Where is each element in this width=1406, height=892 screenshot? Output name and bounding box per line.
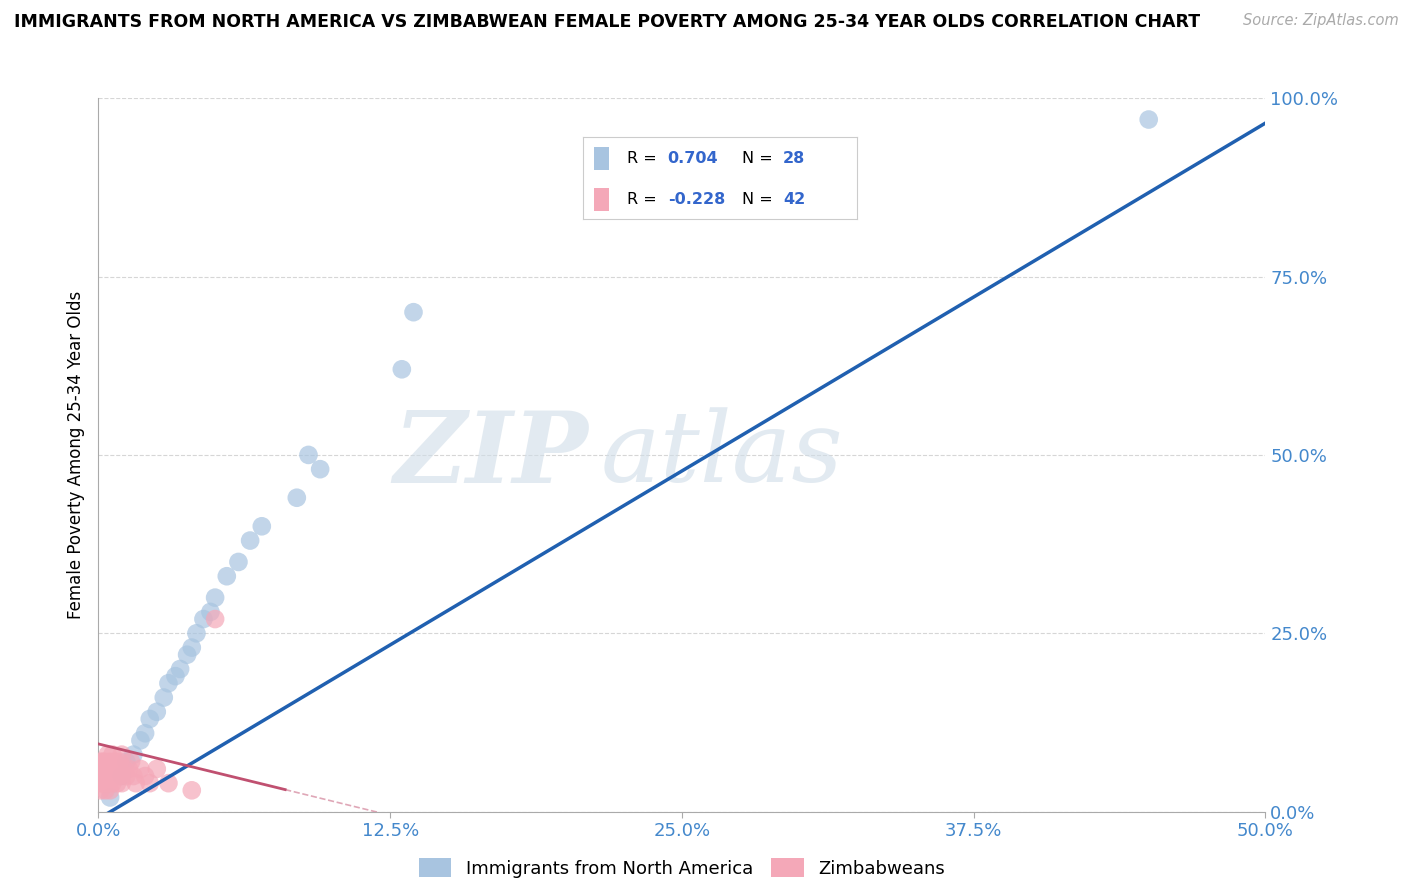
Point xyxy=(97,747,120,762)
Point xyxy=(94,783,117,797)
Point xyxy=(98,769,121,783)
Text: 42: 42 xyxy=(783,193,806,207)
Point xyxy=(101,747,124,762)
Point xyxy=(139,712,162,726)
Text: Source: ZipAtlas.com: Source: ZipAtlas.com xyxy=(1243,13,1399,29)
Point xyxy=(120,755,142,769)
Text: 28: 28 xyxy=(783,152,806,166)
Point xyxy=(239,533,262,548)
Point xyxy=(169,662,191,676)
Point xyxy=(90,776,112,790)
Point xyxy=(94,755,117,769)
Point xyxy=(215,569,238,583)
Text: N =: N = xyxy=(742,193,778,207)
Point xyxy=(228,555,250,569)
Point xyxy=(180,640,202,655)
Point xyxy=(309,462,332,476)
Text: 0.704: 0.704 xyxy=(668,152,718,166)
Point xyxy=(97,762,120,776)
Point xyxy=(104,769,127,783)
Point xyxy=(204,591,226,605)
Point xyxy=(91,762,114,776)
Point xyxy=(204,612,226,626)
Bar xyxy=(593,188,609,211)
Text: R =: R = xyxy=(627,193,661,207)
Point xyxy=(98,755,121,769)
Point xyxy=(134,726,156,740)
Point xyxy=(101,776,124,790)
Y-axis label: Female Poverty Among 25-34 Year Olds: Female Poverty Among 25-34 Year Olds xyxy=(66,291,84,619)
Point xyxy=(108,769,131,783)
Point xyxy=(250,519,273,533)
Point xyxy=(111,776,134,790)
Bar xyxy=(593,147,609,170)
Point xyxy=(101,762,124,776)
Point xyxy=(90,769,112,783)
Point xyxy=(129,733,152,747)
Point xyxy=(94,769,117,783)
Point xyxy=(391,362,413,376)
Point xyxy=(146,762,169,776)
Point xyxy=(176,648,198,662)
Text: ZIP: ZIP xyxy=(394,407,589,503)
Text: R =: R = xyxy=(627,152,661,166)
Point xyxy=(165,669,187,683)
Point xyxy=(105,776,128,790)
Point xyxy=(122,769,145,783)
Point xyxy=(111,747,134,762)
Text: IMMIGRANTS FROM NORTH AMERICA VS ZIMBABWEAN FEMALE POVERTY AMONG 25-34 YEAR OLDS: IMMIGRANTS FROM NORTH AMERICA VS ZIMBABW… xyxy=(14,13,1201,31)
Point xyxy=(97,776,120,790)
Point xyxy=(91,755,114,769)
Point xyxy=(129,762,152,776)
Point xyxy=(125,776,148,790)
Point xyxy=(104,755,127,769)
Legend: Immigrants from North America, Zimbabweans: Immigrants from North America, Zimbabwea… xyxy=(412,851,952,885)
Text: N =: N = xyxy=(742,152,778,166)
Point xyxy=(115,769,138,783)
Point xyxy=(134,769,156,783)
Point xyxy=(112,762,135,776)
Point xyxy=(90,783,112,797)
Point xyxy=(180,783,202,797)
Point xyxy=(1137,112,1160,127)
Text: -0.228: -0.228 xyxy=(668,193,725,207)
Point xyxy=(91,769,114,783)
Point xyxy=(98,783,121,797)
Point xyxy=(402,305,425,319)
Point xyxy=(118,762,141,776)
Point xyxy=(91,776,114,790)
Point xyxy=(285,491,308,505)
Point xyxy=(157,776,180,790)
Point xyxy=(98,790,121,805)
Point xyxy=(186,626,208,640)
Point xyxy=(111,769,134,783)
Point xyxy=(90,762,112,776)
Point xyxy=(152,690,174,705)
Point xyxy=(105,762,128,776)
Point xyxy=(115,755,138,769)
Text: atlas: atlas xyxy=(600,408,844,502)
Point xyxy=(200,605,222,619)
Point xyxy=(193,612,215,626)
Point xyxy=(108,755,131,769)
Point xyxy=(139,776,162,790)
Point xyxy=(122,747,145,762)
Point xyxy=(90,755,112,769)
Point xyxy=(157,676,180,690)
Point xyxy=(146,705,169,719)
Point xyxy=(297,448,319,462)
